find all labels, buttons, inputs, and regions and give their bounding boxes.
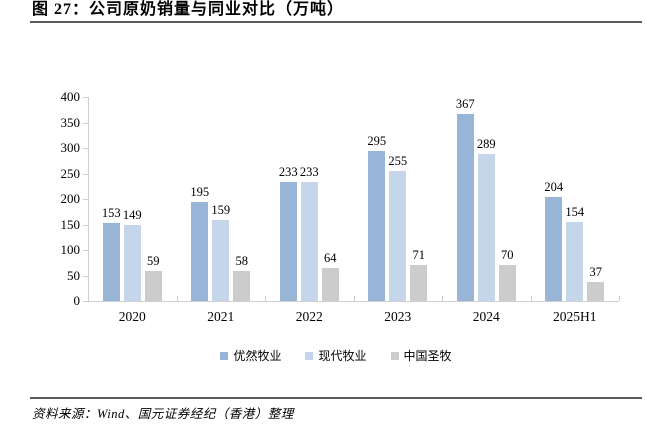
x-category-label: 2021 <box>207 309 235 324</box>
value-label-现代牧业-2024: 289 <box>476 136 496 151</box>
bar-现代牧业-2025H1 <box>566 222 584 301</box>
bar-现代牧业-2020 <box>123 225 141 301</box>
value-label-中国圣牧-2021: 58 <box>235 254 249 269</box>
value-label-现代牧业-2020: 149 <box>122 208 142 222</box>
legend-item-中国圣牧: 中国圣牧 <box>390 347 452 364</box>
y-tick-label: 350 <box>60 114 81 130</box>
value-label-中国圣牧-2022: 64 <box>324 251 337 266</box>
y-tick-mark <box>83 224 88 226</box>
value-label-中国圣牧-2024: 70 <box>501 248 514 263</box>
y-axis-line <box>88 97 89 301</box>
bar-中国圣牧-2024 <box>498 265 516 301</box>
value-label-优然牧业-2024: 367 <box>455 96 475 111</box>
x-axis-line <box>88 301 619 302</box>
legend-label: 优然牧业 <box>233 349 282 363</box>
legend-swatch-icon <box>390 351 399 360</box>
source-note: 资料来源：Wind、国元证券经纪（香港）整理 <box>32 407 294 421</box>
y-tick-mark <box>83 199 88 200</box>
chart-legend: 优然牧业 现代牧业 中国圣牧 <box>30 347 642 364</box>
bar-优然牧业-2025H1 <box>545 196 563 301</box>
x-tick-mark <box>176 296 178 301</box>
y-tick-label: 50 <box>67 267 80 283</box>
y-tick-label: 250 <box>60 165 81 181</box>
value-label-现代牧业-2022: 233 <box>299 165 319 180</box>
bar-中国圣牧-2022 <box>321 268 339 301</box>
value-label-中国圣牧-2025H1: 37 <box>589 265 603 280</box>
x-category-label: 2020 <box>118 309 146 324</box>
y-tick-mark <box>83 250 88 251</box>
bar-中国圣牧-2021 <box>233 271 251 301</box>
value-label-优然牧业-2020: 153 <box>101 205 121 220</box>
y-tick-label: 400 <box>60 89 81 104</box>
x-tick-mark <box>619 296 620 301</box>
x-category-label: 2023 <box>384 309 412 324</box>
bar-现代牧业-2021 <box>212 219 230 301</box>
y-tick-label: 0 <box>73 293 81 308</box>
y-tick-label: 100 <box>60 242 81 257</box>
x-tick-mark <box>442 296 443 301</box>
bar-现代牧业-2022 <box>300 182 318 301</box>
x-category-label: 2022 <box>295 309 323 324</box>
x-tick-mark <box>353 296 355 301</box>
value-label-中国圣牧-2020: 59 <box>147 253 160 268</box>
legend-swatch-icon <box>305 351 314 360</box>
bar-优然牧业-2024 <box>456 113 474 301</box>
value-label-现代牧业-2021: 159 <box>211 202 231 217</box>
value-label-优然牧业-2022: 233 <box>278 165 298 180</box>
bar-现代牧业-2024 <box>477 153 495 301</box>
bar-优然牧业-2022 <box>279 182 297 301</box>
value-label-现代牧业-2025H1: 154 <box>565 205 585 220</box>
y-tick-mark <box>83 97 88 98</box>
value-label-现代牧业-2023: 255 <box>388 153 408 168</box>
value-label-优然牧业-2023: 295 <box>367 133 387 148</box>
y-tick-label: 150 <box>60 216 81 232</box>
value-label-优然牧业-2025H1: 204 <box>544 179 564 194</box>
bar-现代牧业-2023 <box>389 170 407 301</box>
bottom-divider <box>30 397 642 399</box>
top-divider <box>30 21 642 23</box>
value-label-优然牧业-2021: 195 <box>190 184 210 199</box>
bar-中国圣牧-2025H1 <box>587 282 605 301</box>
value-label-中国圣牧-2023: 71 <box>412 247 426 262</box>
bar-中国圣牧-2023 <box>410 264 428 301</box>
x-category-label: 2025H1 <box>553 309 597 324</box>
y-tick-mark <box>83 122 88 124</box>
chart-title: 图 27：公司原奶销量与同业对比（万吨） <box>32 1 345 18</box>
y-tick-mark <box>83 173 88 175</box>
y-tick-mark <box>83 301 88 302</box>
y-tick-mark <box>83 148 88 149</box>
y-tick-mark <box>83 275 88 277</box>
legend-swatch-icon <box>220 351 229 360</box>
y-tick-label: 300 <box>60 140 81 155</box>
legend-item-优然牧业: 优然牧业 <box>220 347 281 364</box>
bar-优然牧业-2021 <box>191 201 209 301</box>
x-category-label: 2024 <box>472 309 500 324</box>
x-tick-mark <box>265 296 266 301</box>
legend-label: 中国圣牧 <box>403 349 452 363</box>
x-tick-mark <box>530 296 532 301</box>
legend-item-现代牧业: 现代牧业 <box>305 347 367 364</box>
bar-优然牧业-2023 <box>368 150 386 301</box>
bar-中国圣牧-2020 <box>144 270 162 301</box>
legend-label: 现代牧业 <box>318 349 367 363</box>
bar-优然牧业-2020 <box>102 222 120 301</box>
y-tick-label: 200 <box>60 191 81 206</box>
